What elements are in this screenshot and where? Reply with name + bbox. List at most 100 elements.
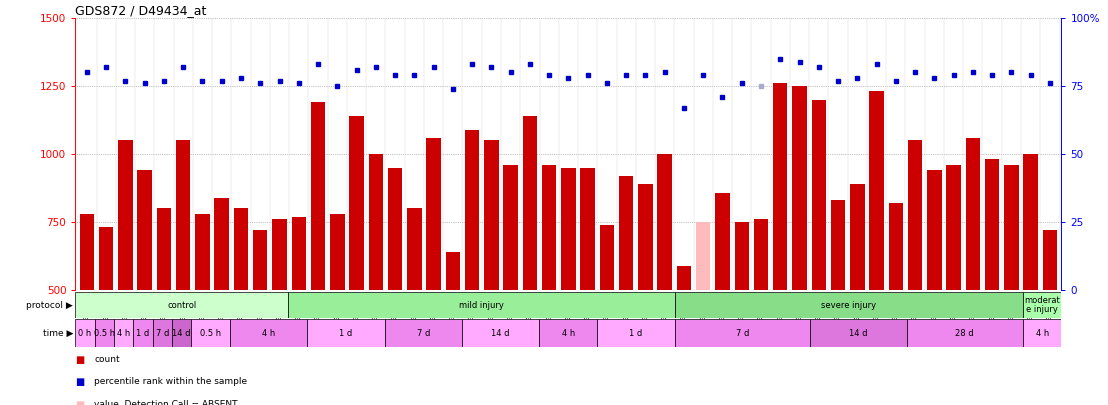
Bar: [657, 154, 671, 290]
Bar: [581, 168, 595, 290]
Bar: [597, 319, 675, 347]
Text: 0 h: 0 h: [79, 328, 92, 337]
Text: ■: ■: [75, 355, 84, 365]
Bar: [753, 219, 768, 290]
Bar: [253, 230, 267, 290]
Bar: [484, 141, 499, 290]
Text: 4 h: 4 h: [562, 328, 575, 337]
Bar: [503, 165, 517, 290]
Bar: [677, 266, 691, 290]
Bar: [75, 292, 288, 318]
Bar: [561, 168, 576, 290]
Bar: [407, 209, 421, 290]
Text: mild injury: mild injury: [459, 301, 504, 309]
Bar: [870, 92, 884, 290]
Bar: [114, 319, 133, 347]
Bar: [462, 319, 540, 347]
Text: 0.5 h: 0.5 h: [201, 328, 222, 337]
Text: 1 d: 1 d: [136, 328, 150, 337]
Bar: [288, 292, 675, 318]
Text: 4 h: 4 h: [263, 328, 275, 337]
Bar: [273, 219, 287, 290]
Bar: [735, 222, 749, 290]
Bar: [427, 138, 441, 290]
Bar: [946, 165, 961, 290]
Text: ■: ■: [75, 400, 84, 405]
Bar: [388, 168, 402, 290]
Text: 4 h: 4 h: [117, 328, 131, 337]
Text: 28 d: 28 d: [955, 328, 974, 337]
Bar: [1024, 154, 1038, 290]
Bar: [1023, 319, 1061, 347]
Bar: [906, 319, 1023, 347]
Bar: [369, 154, 383, 290]
Bar: [215, 198, 229, 290]
Bar: [889, 203, 903, 290]
Text: 14 d: 14 d: [492, 328, 510, 337]
Bar: [119, 141, 133, 290]
Bar: [966, 138, 981, 290]
Text: 1 d: 1 d: [629, 328, 643, 337]
Text: 4 h: 4 h: [1036, 328, 1049, 337]
Bar: [675, 292, 1023, 318]
Bar: [137, 171, 152, 290]
Bar: [792, 86, 807, 290]
Text: 1 d: 1 d: [339, 328, 352, 337]
Bar: [75, 319, 94, 347]
Bar: [619, 176, 634, 290]
Text: control: control: [167, 301, 196, 309]
Bar: [850, 184, 864, 290]
Bar: [1004, 165, 1018, 290]
Bar: [696, 222, 710, 290]
Bar: [384, 319, 462, 347]
Bar: [985, 160, 999, 290]
Bar: [1043, 230, 1057, 290]
Bar: [192, 319, 230, 347]
Text: value, Detection Call = ABSENT: value, Detection Call = ABSENT: [94, 400, 238, 405]
Bar: [599, 225, 614, 290]
Text: 14 d: 14 d: [849, 328, 868, 337]
Bar: [234, 209, 248, 290]
Bar: [773, 83, 788, 290]
Bar: [811, 100, 825, 290]
Bar: [133, 319, 153, 347]
Bar: [445, 252, 460, 290]
Bar: [153, 319, 172, 347]
Text: protocol ▶: protocol ▶: [27, 301, 73, 309]
Bar: [230, 319, 307, 347]
Bar: [176, 141, 191, 290]
Bar: [80, 214, 94, 290]
Text: 14 d: 14 d: [173, 328, 191, 337]
Bar: [195, 214, 209, 290]
Bar: [810, 319, 906, 347]
Bar: [307, 319, 384, 347]
Bar: [523, 116, 537, 290]
Bar: [716, 194, 730, 290]
Bar: [99, 228, 113, 290]
Text: 7 d: 7 d: [155, 328, 170, 337]
Text: ■: ■: [75, 377, 84, 387]
Bar: [291, 217, 306, 290]
Bar: [156, 209, 171, 290]
Bar: [675, 319, 810, 347]
Text: 0.5 h: 0.5 h: [94, 328, 115, 337]
Bar: [831, 200, 845, 290]
Text: count: count: [94, 355, 120, 364]
Bar: [1023, 292, 1061, 318]
Text: GDS872 / D49434_at: GDS872 / D49434_at: [75, 4, 207, 17]
Text: moderat
e injury: moderat e injury: [1024, 296, 1060, 314]
Text: severe injury: severe injury: [821, 301, 876, 309]
Bar: [94, 319, 114, 347]
Text: percentile rank within the sample: percentile rank within the sample: [94, 377, 247, 386]
Bar: [638, 184, 653, 290]
Bar: [465, 130, 480, 290]
Bar: [542, 165, 556, 290]
Bar: [540, 319, 597, 347]
Bar: [349, 116, 363, 290]
Bar: [927, 171, 942, 290]
Bar: [172, 319, 192, 347]
Text: 7 d: 7 d: [736, 328, 749, 337]
Text: 7 d: 7 d: [417, 328, 430, 337]
Bar: [311, 102, 326, 290]
Bar: [907, 141, 922, 290]
